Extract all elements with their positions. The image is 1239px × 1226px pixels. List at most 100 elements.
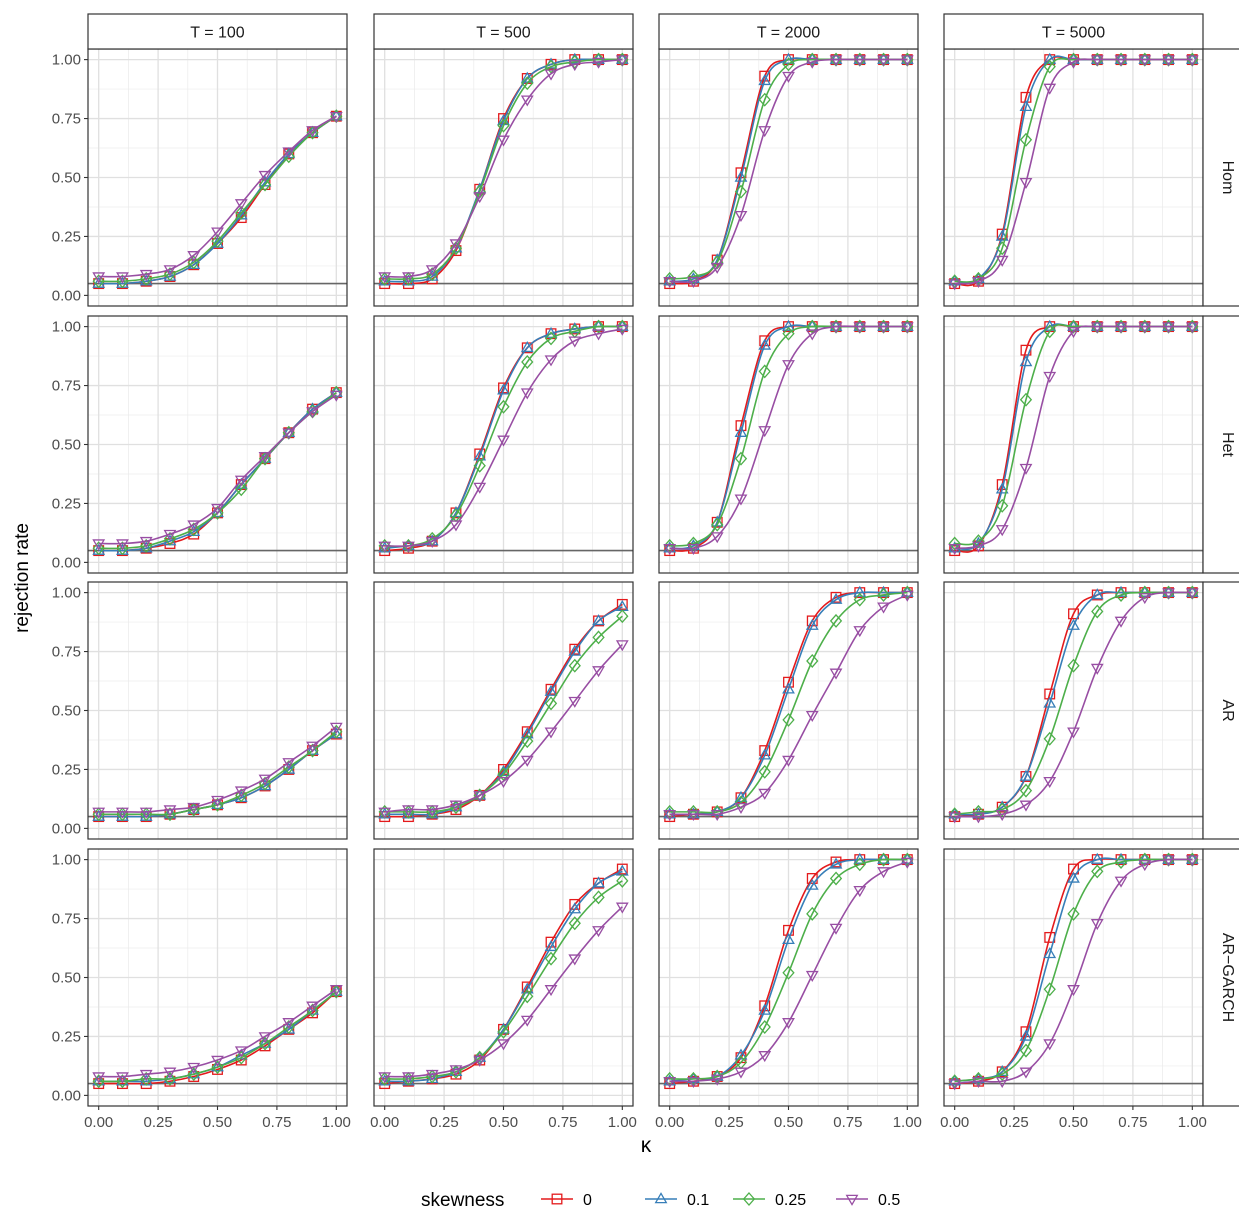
data-point-0-25 [1114, 854, 1128, 869]
data-point-0-5 [758, 426, 772, 438]
data-point-0-5 [1043, 83, 1057, 95]
data-point-0-25 [996, 802, 1009, 817]
data-point-0-1 [758, 1003, 772, 1015]
data-point-0-1 [758, 338, 772, 350]
data-point-0-1 [829, 857, 843, 869]
legend-key-marker [654, 1192, 668, 1204]
data-point-0-25 [521, 734, 534, 749]
data-point-0-25 [972, 804, 985, 819]
data-point-0-5 [258, 452, 272, 464]
legend: skewness 0 0.1 0.25 0.5 [421, 1190, 900, 1211]
data-point-0-5 [877, 322, 890, 334]
data-point-0-1 [1114, 319, 1128, 331]
panel-hom-t-100 [87, 48, 348, 307]
data-point-0-1 [1019, 99, 1033, 112]
strip-background [943, 13, 1204, 50]
data-point-0-5 [282, 758, 296, 770]
panel-ar-t-500 [373, 581, 634, 840]
data-point-0-5 [163, 805, 177, 817]
legend-label: 0.5 [878, 1192, 900, 1209]
series-line-0-1 [98, 115, 337, 285]
data-point-0-25 [782, 57, 795, 72]
strip-label: AR [1219, 699, 1236, 721]
data-point-0-5 [329, 390, 343, 402]
data-point-0-5 [449, 800, 463, 812]
data-point-0-5 [663, 543, 677, 556]
data-point-0-25 [1067, 906, 1080, 921]
data-point-0-5 [473, 192, 487, 204]
data-point-0-25 [92, 1074, 105, 1089]
data-point-0-25 [996, 498, 1009, 513]
y-tick-label: 0.75 [52, 644, 81, 661]
data-point-0-1 [805, 878, 819, 890]
data-point-0-5 [853, 886, 867, 898]
data-point-0-5 [972, 1076, 985, 1089]
data-point-0-5 [378, 541, 392, 553]
data-point-0-5 [306, 407, 319, 419]
data-point-0-1 [1138, 852, 1152, 864]
legend-title: skewness [421, 1190, 504, 1211]
data-point-0-25 [544, 331, 558, 346]
panel-border [373, 315, 634, 574]
strip-hom: Hom [1202, 48, 1239, 307]
series-line-0-25 [384, 58, 623, 281]
data-point-0-5 [615, 640, 629, 652]
data-point-0 [616, 863, 628, 875]
data-point-0-5 [568, 60, 582, 72]
data-point-0-5 [234, 786, 248, 798]
data-point-0-25 [92, 274, 105, 289]
data-point-0-5 [1138, 860, 1152, 872]
data-point-0-5 [497, 435, 510, 447]
x-tick-label: 1.00 [1178, 1114, 1207, 1131]
data-point-0-5 [568, 954, 582, 966]
data-point-0-1 [92, 1074, 106, 1086]
data-point-0-5 [1067, 985, 1080, 997]
y-tick-label: 0.00 [52, 287, 81, 304]
data-point-0 [521, 981, 533, 993]
data-point-0-5 [92, 807, 106, 819]
series-line-0-1 [669, 591, 908, 816]
data-point-0-5 [163, 1067, 177, 1079]
data-point-0-5 [710, 809, 724, 822]
data-point-0-5 [663, 276, 677, 289]
data-point-0-1 [1138, 585, 1152, 597]
y-tick-label: 0.00 [52, 820, 81, 837]
data-point-0-5 [402, 1072, 415, 1084]
data-point-0-25 [853, 592, 866, 607]
data-point-0-5 [425, 265, 439, 277]
data-point-0-5 [92, 272, 106, 284]
strip-background [373, 13, 634, 50]
x-tick-label: 0.50 [1059, 1114, 1088, 1131]
data-point-0-5 [1090, 55, 1104, 67]
panel-border [658, 581, 919, 840]
series-line-0-25 [384, 325, 623, 548]
x-tick-label: 0.75 [1118, 1114, 1147, 1131]
data-point-0-25 [163, 807, 177, 822]
legend-item-0-1: 0.1 [645, 1192, 709, 1209]
data-point-0-5 [92, 539, 106, 551]
strip-background [87, 13, 348, 50]
y-tick-label: 0.00 [52, 1087, 81, 1104]
data-point-0-25 [568, 54, 581, 69]
data-point-0-5 [449, 520, 463, 532]
data-point-0-25 [972, 271, 985, 286]
data-point-0-5 [211, 503, 224, 515]
data-point-0-5 [116, 272, 129, 284]
data-point-0 [616, 598, 628, 610]
data-point-0-1 [1114, 52, 1128, 64]
y-tick-label: 0.25 [52, 1028, 81, 1045]
data-point-0-25 [1019, 783, 1033, 798]
series-line-0-1 [384, 606, 623, 816]
data-point-0-5 [687, 1076, 700, 1089]
legend-label: 0 [583, 1192, 592, 1209]
data-point-0-1 [900, 52, 914, 64]
data-point-0-1 [782, 932, 795, 945]
x-tick-label: 1.00 [608, 1114, 637, 1131]
data-point-0-5 [687, 809, 700, 822]
data-point-0-25 [521, 76, 534, 91]
data-point-0-25 [1114, 587, 1128, 602]
data-point-0-25 [616, 319, 629, 334]
legend-item-0-5: 0.5 [836, 1192, 900, 1209]
data-point-0-25 [1019, 1043, 1033, 1058]
strip-t-2000: T = 2000 [658, 13, 919, 50]
